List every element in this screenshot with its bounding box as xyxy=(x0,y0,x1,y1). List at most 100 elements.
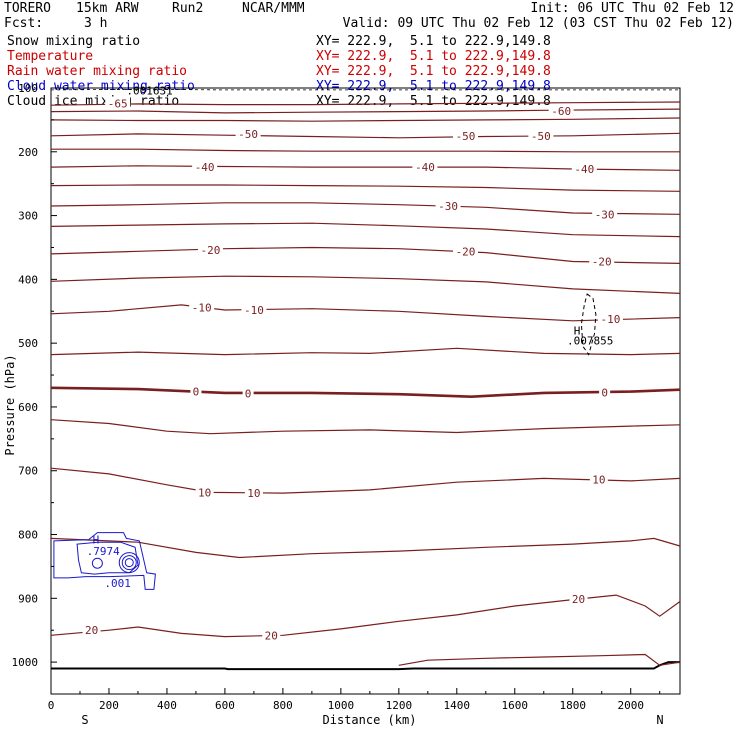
cloud-water-max-ring xyxy=(121,555,137,571)
temperature-contour xyxy=(50,108,681,114)
terrain-line xyxy=(51,661,680,671)
temperature-contour xyxy=(398,653,681,666)
contour-label-backdrop xyxy=(548,104,574,117)
x-tick-label: 1000 xyxy=(328,699,355,712)
contour-label-backdrop xyxy=(597,312,623,325)
temperature-contour xyxy=(50,304,681,322)
temperature-contour-label: -60 xyxy=(551,105,571,118)
x-axis-title: Distance (km) xyxy=(323,713,417,727)
temperature-contour-label: 0 xyxy=(601,386,608,399)
contour-label-backdrop xyxy=(241,303,267,316)
temperature-contour-label: -10 xyxy=(244,304,264,317)
y-tick-label: 400 xyxy=(18,273,38,286)
field-annotation: H xyxy=(93,534,100,547)
contour-label-backdrop xyxy=(244,487,263,500)
x-tick-label: 800 xyxy=(273,699,293,712)
contour-label-backdrop xyxy=(235,127,261,140)
temperature-contour-label: -50 xyxy=(456,130,476,143)
temperature-contour-label: -10 xyxy=(600,313,620,326)
y-tick-label: 900 xyxy=(18,592,38,605)
temperature-contour xyxy=(50,246,681,264)
x-tick-label: 1400 xyxy=(444,699,471,712)
temperature-contour-label: 20 xyxy=(572,593,585,606)
temperature-contour xyxy=(50,275,681,294)
endpoint-north: N xyxy=(656,713,663,727)
temperature-contour-label: -10 xyxy=(192,301,212,314)
x-tick-label: 1800 xyxy=(560,699,587,712)
temperature-contour xyxy=(50,117,681,122)
temperature-contour xyxy=(50,467,681,494)
temperature-contour-label: -20 xyxy=(592,256,612,269)
y-tick-label: 800 xyxy=(18,529,38,542)
contour-label-backdrop xyxy=(589,473,608,486)
x-tick-label: 400 xyxy=(157,699,177,712)
temperature-contour-label: -30 xyxy=(438,200,458,213)
contour-label-backdrop xyxy=(195,486,214,499)
temperature-contour-label: -50 xyxy=(238,128,258,141)
temperature-contour-label: 10 xyxy=(592,474,605,487)
y-tick-label: 600 xyxy=(18,401,38,414)
field-xy-cloud-ice: XY= 222.9, 5.1 to 222.9,149.8 xyxy=(316,94,551,109)
contour-label-backdrop xyxy=(453,129,479,142)
temperature-contour xyxy=(50,537,681,559)
field-annotation: .007855 xyxy=(567,335,613,348)
temperature-contour xyxy=(50,222,681,238)
temperature-contour-label: 0 xyxy=(193,386,200,399)
y-tick-label: 1000 xyxy=(12,656,39,669)
contour-label-backdrop xyxy=(453,245,479,258)
temperature-contour-label: 20 xyxy=(85,624,98,637)
endpoint-south: S xyxy=(81,713,88,727)
valid-time: Valid: 09 UTC Thu 02 Feb 12 (03 CST Thu … xyxy=(342,16,734,31)
field-xy-temperature: XY= 222.9, 5.1 to 222.9,149.8 xyxy=(316,49,551,64)
contour-label-backdrop xyxy=(592,208,618,221)
temperature-contour-label: -40 xyxy=(574,163,594,176)
y-tick-label: 200 xyxy=(18,146,38,159)
y-tick-label: 300 xyxy=(18,210,38,223)
temperature-contour-label: -30 xyxy=(595,208,615,221)
field-annotation: .7974 xyxy=(87,545,120,558)
x-tick-label: 600 xyxy=(215,699,235,712)
temperature-contour-label: -50 xyxy=(531,130,551,143)
temperature-contour-label: -20 xyxy=(456,245,476,258)
forecast-hour: 3 h xyxy=(84,16,108,31)
contour-label-backdrop xyxy=(599,386,611,399)
contour-label-backdrop xyxy=(242,387,254,400)
contour-label-backdrop xyxy=(105,97,131,110)
contour-label-backdrop xyxy=(192,161,218,174)
contour-label-backdrop xyxy=(197,244,223,257)
temperature-contour xyxy=(50,101,681,106)
temperature-contour-label: -40 xyxy=(415,161,435,174)
contour-label-backdrop xyxy=(528,129,554,142)
contour-label-backdrop xyxy=(190,385,202,398)
snow-contour xyxy=(580,293,597,356)
temperature-contour-label: 10 xyxy=(247,487,260,500)
resolution: 15km ARW xyxy=(76,1,139,16)
temperature-contour xyxy=(50,419,681,435)
field-annotation: H xyxy=(574,324,581,337)
temperature-contour xyxy=(50,202,681,215)
field-name-temperature: Temperature xyxy=(7,49,94,64)
model-name: TORERO xyxy=(4,1,51,16)
contour-label-backdrop xyxy=(571,163,597,176)
cloud-water-contour xyxy=(53,532,156,590)
y-tick-label: 700 xyxy=(18,465,38,478)
contour-label-backdrop xyxy=(435,200,461,213)
forecast-label: Fcst: xyxy=(4,16,44,31)
temperature-contour-label: 10 xyxy=(198,486,211,499)
temperature-contour xyxy=(50,132,681,139)
x-tick-label: 1200 xyxy=(386,699,413,712)
temperature-contour xyxy=(50,386,681,399)
temperature-contour-label: -20 xyxy=(200,244,220,257)
contour-label-backdrop xyxy=(589,255,615,268)
contour-label-backdrop xyxy=(262,629,281,642)
temperature-contour xyxy=(50,594,681,638)
y-axis-title: Pressure (hPa) xyxy=(3,354,17,455)
contour-label-backdrop xyxy=(412,161,438,174)
temperature-contour-label: -40 xyxy=(195,161,215,174)
run-name: Run2 xyxy=(172,1,204,16)
cloud-water-max-ring xyxy=(124,558,134,568)
contour-label-backdrop xyxy=(569,592,588,605)
field-name-rain: Rain water mixing ratio xyxy=(7,64,188,79)
temperature-contour xyxy=(50,184,681,192)
